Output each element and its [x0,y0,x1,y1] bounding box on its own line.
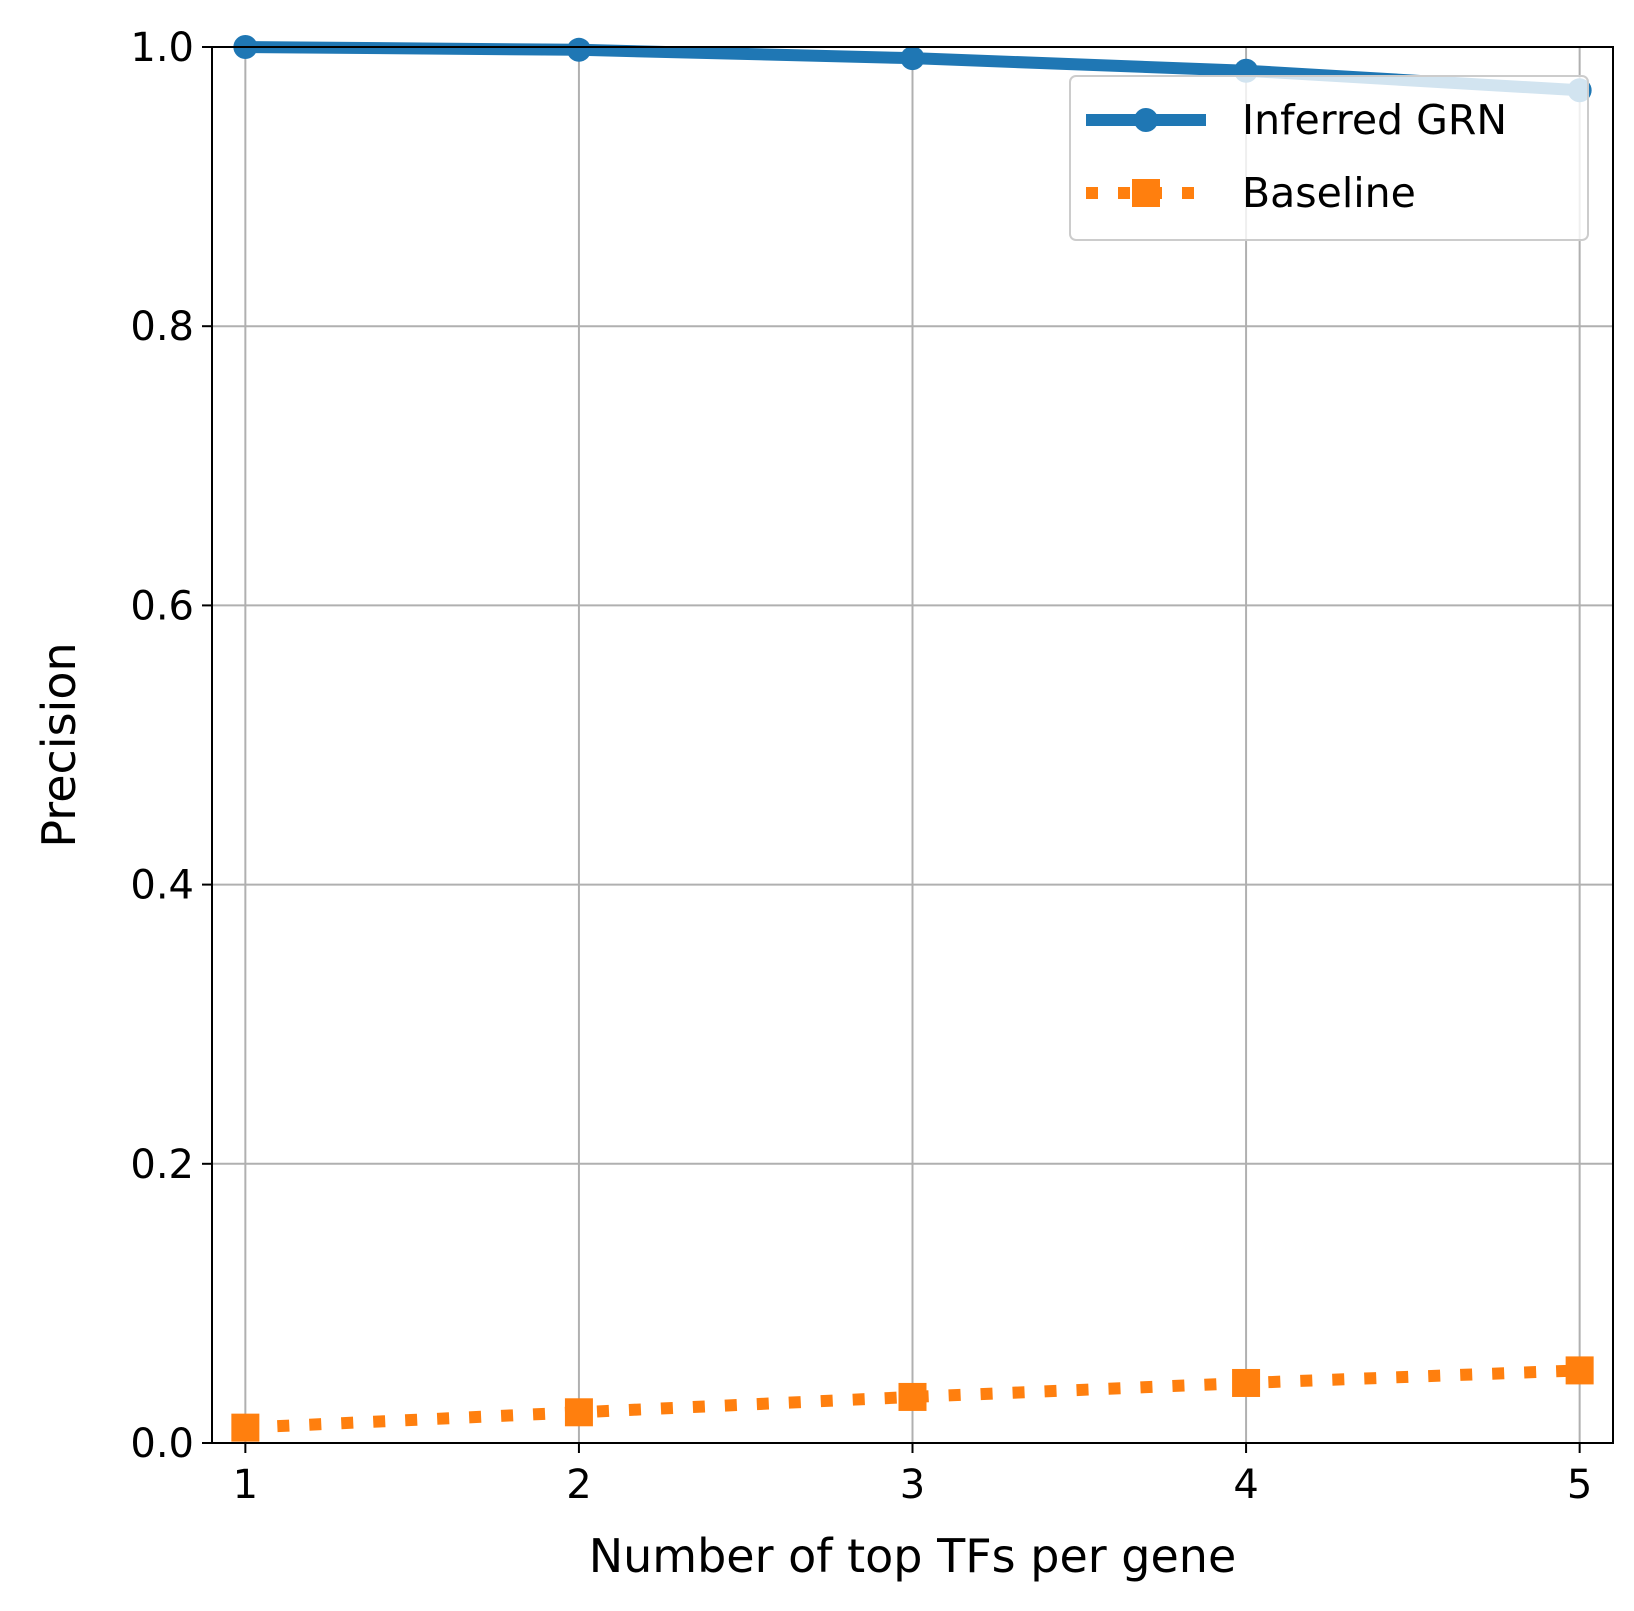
y-tick-label: 0.2 [130,1142,194,1188]
x-tick-label: 4 [1233,1462,1258,1508]
x-tick-label: 5 [1567,1462,1592,1508]
y-tick-label: 0.4 [130,863,194,909]
data-point-baseline [231,1413,260,1442]
y-tick-label: 1.0 [130,25,194,71]
y-tick-label: 0.0 [130,1421,194,1467]
y-axis-label: Precision [32,642,86,847]
data-point-baseline [898,1382,927,1411]
x-tick-label: 2 [566,1462,591,1508]
data-point-inferred-grn [900,46,925,71]
y-tick-label: 0.6 [130,583,194,629]
legend: Inferred GRN Baseline [1069,75,1589,241]
x-tick-label: 3 [900,1462,925,1508]
legend-label-inferred-grn: Inferred GRN [1242,96,1507,144]
data-point-baseline [564,1398,593,1427]
data-point-inferred-grn [566,37,591,62]
data-point-baseline [1232,1368,1261,1397]
legend-label-baseline: Baseline [1242,169,1416,217]
y-tick-label: 0.8 [130,304,194,350]
data-point-baseline [1565,1356,1594,1385]
legend-swatch-baseline-marker [1132,179,1160,207]
ticks: 1 2 3 4 5 0.0 0.2 0.4 0.6 0.8 1.0 [130,25,1592,1508]
legend-swatch-inferred-grn-marker [1134,108,1158,132]
x-tick-label: 1 [233,1462,258,1508]
x-axis-label: Number of top TFs per gene [589,1529,1237,1583]
